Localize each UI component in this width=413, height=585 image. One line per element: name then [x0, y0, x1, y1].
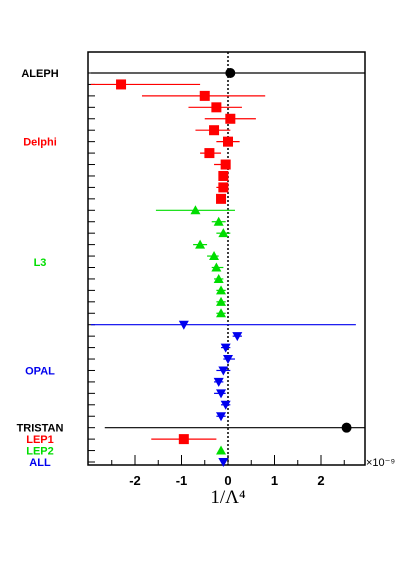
x-multiplier-label: ×10⁻⁹ — [366, 457, 395, 469]
group-label-delphi: Delphi — [23, 137, 57, 149]
data-point-square — [209, 125, 220, 136]
group-label-lep1: LEP1 — [26, 434, 54, 446]
data-point-triangle-down — [220, 343, 231, 353]
x-tick-label: 2 — [317, 473, 324, 488]
data-point-triangle-down — [213, 377, 224, 387]
data-point-triangle-up — [216, 445, 227, 455]
x-tick-label: 0 — [224, 473, 231, 488]
group-label-all: ALL — [29, 457, 51, 469]
data-point-triangle-up — [213, 216, 224, 226]
y-ticks — [88, 72, 95, 463]
x-tick-label: 1 — [271, 473, 278, 488]
data-point-square — [218, 182, 229, 193]
data-point-square — [216, 193, 227, 204]
x-axis-label: 1/Λ⁴ — [210, 487, 246, 508]
data-point-circle — [341, 422, 352, 433]
data-point-triangle-up — [195, 239, 206, 249]
data-point-triangle-up — [218, 228, 229, 238]
data-point-square — [223, 136, 233, 147]
plot-frame — [87, 51, 366, 466]
data-point-triangle-up — [213, 273, 224, 283]
data-point-triangle-up — [211, 262, 222, 272]
data-point-triangle-up — [216, 285, 227, 295]
data-point-triangle-down — [218, 366, 229, 376]
group-label-opal: OPAL — [25, 365, 55, 377]
data-point-square — [211, 102, 222, 113]
data-point-square — [220, 159, 231, 170]
group-label-tristan: TRISTAN — [17, 423, 64, 435]
data-point-triangle-down — [216, 412, 227, 422]
data-point-square — [199, 90, 210, 101]
data-point-square — [178, 434, 189, 445]
data-point-triangle-down — [223, 355, 233, 365]
data-point-triangle-up — [190, 205, 201, 215]
data-point-triangle-down — [232, 332, 243, 342]
data-point-triangle-up — [216, 308, 227, 318]
data-point-triangle-up — [209, 251, 220, 261]
x-ticks: -2 -1 0 1 2 — [111, 455, 345, 488]
data-point-circle — [225, 68, 236, 78]
group-label-l3: L3 — [34, 257, 47, 269]
data-point-square — [204, 148, 215, 159]
data-point-triangle-down — [218, 458, 229, 467]
data-point-triangle-up — [216, 296, 227, 306]
data-point-triangle-down — [178, 320, 189, 330]
group-label-aleph: ALEPH — [21, 68, 58, 80]
data-point-square — [225, 113, 236, 124]
data-point-square — [116, 79, 127, 90]
data-point-triangle-down — [216, 389, 227, 399]
data-point-triangle-down — [220, 400, 231, 410]
group-label-lep2: LEP2 — [26, 446, 54, 458]
x-tick-label: -1 — [176, 473, 188, 488]
data-points — [90, 68, 365, 467]
x-tick-label: -2 — [129, 473, 141, 488]
data-point-square — [218, 170, 229, 181]
